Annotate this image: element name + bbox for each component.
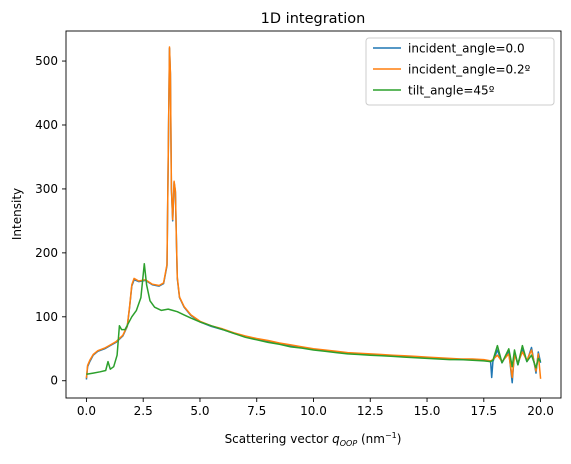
series-line-1 <box>85 46 542 379</box>
y-tick-label: 300 <box>35 182 58 196</box>
y-axis: 0 100 200 300 400 500 <box>35 54 66 388</box>
y-tick-label: 100 <box>35 310 58 324</box>
y-tick-label: 400 <box>35 118 58 132</box>
legend-label-0: incident_angle=0.0 <box>408 42 525 56</box>
x-axis-label-close: ) <box>397 432 402 446</box>
x-axis-label-sub: OOP <box>340 439 358 448</box>
x-tick-label: 20.0 <box>527 404 554 418</box>
legend-box <box>365 37 555 106</box>
y-tick-label: 0 <box>50 374 58 388</box>
x-tick-label: 12.5 <box>357 404 384 418</box>
x-tick-label: 5.0 <box>190 404 209 418</box>
x-axis-label: Scattering vector qOOP (nm−1) <box>225 431 402 448</box>
y-axis-label: Intensity <box>10 188 24 240</box>
x-tick-label: 7.5 <box>247 404 266 418</box>
x-axis: 0.0 2.5 5.0 7.5 10.0 12.5 15.0 17.5 20.0 <box>77 398 554 418</box>
legend-label-2: tilt_angle=45º <box>408 84 495 98</box>
legend: incident_angle=0.0 incident_angle=0.2ºtil… <box>365 37 555 106</box>
x-axis-label-main: Scattering vector <box>225 432 333 446</box>
x-axis-label-var: q <box>332 432 340 446</box>
legend-label-1: incident_angle=0.2º <box>408 63 531 77</box>
series-line-2 <box>86 262 542 376</box>
x-tick-label: 15.0 <box>414 404 441 418</box>
x-tick-label: 17.5 <box>470 404 497 418</box>
x-axis-label-unit: (nm <box>357 432 385 446</box>
x-tick-label: 2.5 <box>134 404 153 418</box>
plot-area <box>85 46 542 384</box>
x-axis-label-exp: −1 <box>385 431 397 440</box>
y-tick-label: 500 <box>35 54 58 68</box>
x-tick-label: 10.0 <box>300 404 327 418</box>
chart-title: 1D integration <box>261 11 366 27</box>
y-tick-label: 200 <box>35 246 58 260</box>
x-tick-label: 0.0 <box>77 404 96 418</box>
